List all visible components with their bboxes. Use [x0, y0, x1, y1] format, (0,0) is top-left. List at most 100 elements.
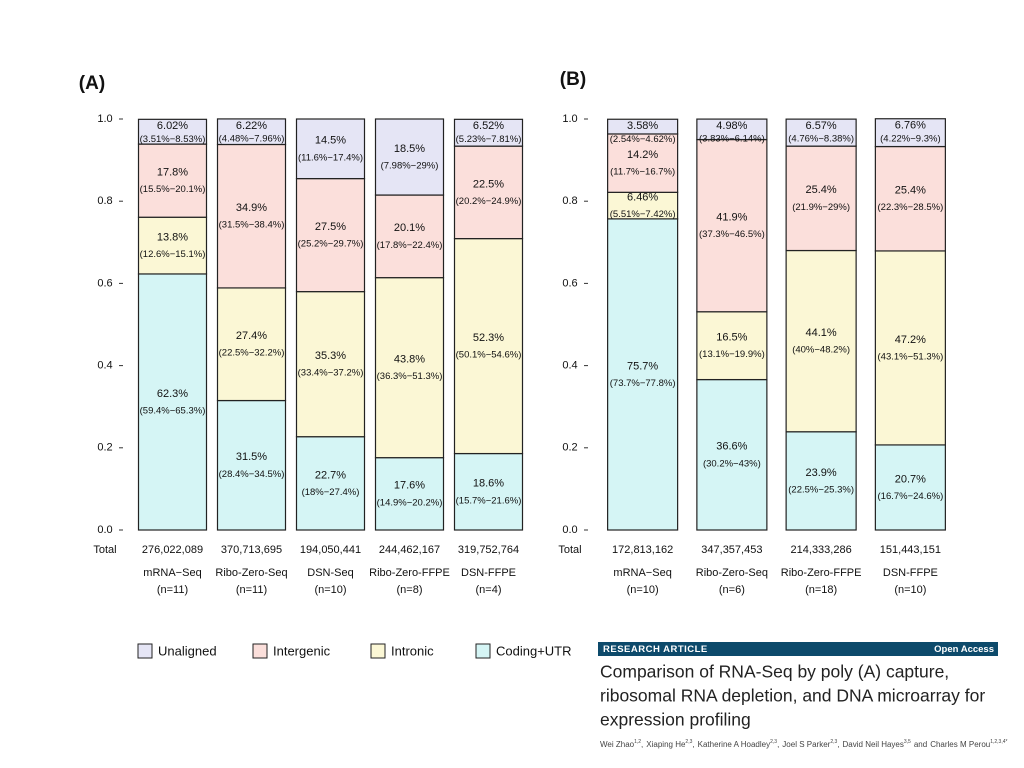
value-label: 75.7% [627, 360, 658, 372]
author-affil: 1,2,3,4* [990, 739, 1007, 745]
value-label: 22.5% [473, 178, 504, 190]
interval-label: (21.9%−29%) [792, 202, 850, 213]
x-tick-n: (n=6) [719, 584, 745, 596]
author-affil: 3,5 [904, 739, 911, 745]
legend-swatch [475, 643, 491, 659]
interval-label: (30.2%−43%) [703, 458, 761, 469]
interval-label: (12.6%−15.1%) [140, 249, 206, 260]
bar-segment [216, 118, 287, 146]
interval-label: (5.51%−7.42%) [610, 209, 676, 220]
legend-swatch [370, 643, 386, 659]
bar-segment [137, 118, 208, 145]
interval-label: (28.4%−34.5%) [219, 469, 285, 480]
interval-label: (3.51%−8.53%) [140, 134, 206, 145]
x-tick-label: Ribo-Zero-FFPE [369, 567, 450, 579]
bar-segment [216, 287, 287, 402]
y-tick-label: 0.4 [562, 360, 577, 372]
interval-label: (22.5%−25.3%) [788, 484, 854, 495]
y-tick-label: 0.2 [97, 442, 112, 454]
x-tick-label: Ribo-Zero-Seq [696, 567, 768, 579]
bar-segment [374, 277, 445, 459]
conjunction: and [914, 740, 927, 749]
interval-label: (36.3%−51.3%) [377, 371, 443, 382]
article-title: expression profiling [600, 710, 751, 730]
bar-segment [874, 118, 946, 148]
value-label: 35.3% [315, 350, 346, 362]
open-access: Open Access [934, 644, 994, 655]
total-value: 214,333,286 [791, 544, 852, 556]
interval-label: (37.3%−46.5%) [699, 229, 765, 240]
author-affil: 2,3 [770, 739, 777, 745]
value-label: 31.5% [236, 451, 267, 463]
x-tick-n: (n=11) [236, 584, 267, 596]
author-affil: 2,3 [830, 739, 837, 745]
legend-swatch [252, 643, 268, 659]
y-tick-label: 0.4 [97, 360, 112, 372]
value-label: 62.3% [157, 388, 188, 400]
x-tick-n: (n=8) [397, 584, 423, 596]
author-name: Xiaping He [646, 740, 686, 749]
total-value: 194,050,441 [300, 544, 361, 556]
total-value: 370,713,695 [221, 544, 282, 556]
bar-segment [785, 145, 857, 252]
value-label: 47.2% [895, 334, 926, 346]
interval-label: (13.1%−19.9%) [699, 349, 765, 360]
bar-segment [874, 145, 946, 252]
bar-segment [295, 436, 366, 531]
bar-segment [696, 118, 768, 141]
value-label: 16.5% [716, 332, 747, 344]
bar-segment [137, 216, 208, 275]
value-label: 14.2% [627, 149, 658, 161]
value-label: 6.76% [895, 120, 926, 132]
interval-label: (11.6%−17.4%) [298, 152, 363, 163]
bar-segment [607, 118, 679, 135]
bar-segment [696, 138, 768, 313]
legend-label: Unaligned [158, 643, 217, 658]
value-label: 34.9% [236, 202, 267, 214]
value-label: 44.1% [806, 327, 837, 339]
total-value: 244,462,167 [379, 544, 440, 556]
value-label: 17.8% [157, 167, 188, 179]
bar-segment [216, 399, 287, 531]
interval-label: (15.7%−21.6%) [456, 495, 522, 506]
x-tick-label: DSN-FFPE [461, 567, 516, 579]
y-tick-label: 0.8 [97, 195, 112, 207]
author-name: Wei Zhao [600, 740, 635, 749]
value-label: 22.7% [315, 469, 346, 481]
author-name: Joel S Parker [782, 740, 830, 749]
total-value: 347,357,453 [701, 544, 762, 556]
article-type: RESEARCH ARTICLE [603, 644, 708, 655]
x-tick-n: (n=10) [894, 584, 926, 596]
author-name: David Neil Hayes [843, 740, 904, 749]
value-label: 25.4% [806, 184, 837, 196]
legend-swatch [137, 643, 153, 659]
total-value: 276,022,089 [142, 544, 203, 556]
x-tick-label: Ribo-Zero-FFPE [781, 567, 862, 579]
panel-label: (A) [79, 73, 105, 94]
bar-segment [295, 118, 366, 180]
x-tick-n: (n=4) [476, 584, 502, 596]
author-name: Charles M Perou [930, 740, 990, 749]
interval-label: (14.9%−20.2%) [377, 497, 443, 508]
bar-segment [696, 311, 768, 381]
y-tick-label: 1.0 [97, 113, 112, 125]
author-affil: 2,3 [685, 739, 692, 745]
x-tick-label: mRNA−Seq [143, 567, 201, 579]
value-label: 43.8% [394, 354, 425, 366]
value-label: 20.1% [394, 222, 425, 234]
totals-label: Total [93, 544, 116, 556]
bar-segment [374, 457, 445, 531]
interval-label: (22.5%−32.2%) [219, 348, 285, 359]
interval-label: (40%−48.2%) [792, 345, 850, 356]
author-name: Katherine A Hoadley [698, 740, 771, 749]
bar-segment [874, 250, 946, 446]
y-tick-label: 0.6 [562, 277, 577, 289]
value-label: 20.7% [895, 473, 926, 485]
bar-segment [453, 145, 524, 240]
value-label: 36.6% [716, 441, 747, 453]
bar-segment [295, 177, 366, 293]
interval-label: (22.3%−28.5%) [878, 202, 944, 213]
value-label: 17.6% [394, 480, 425, 492]
y-tick-label: 0.6 [97, 277, 112, 289]
